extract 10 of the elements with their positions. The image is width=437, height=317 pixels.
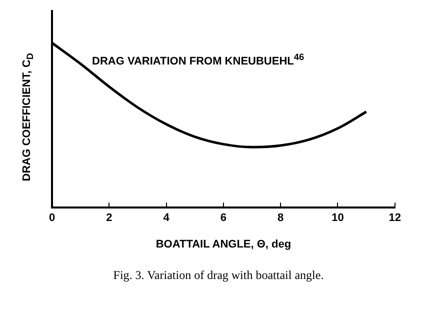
x-axis-title: BOATTAIL ANGLE, Θ, deg — [156, 238, 292, 250]
caption: Fig. 3. Variation of drag with boattail angle. — [112, 268, 325, 283]
x-tick-label: 0 — [48, 212, 56, 224]
x-tick-label: 8 — [278, 212, 284, 224]
annotation: DRAG VARIATION FROM KNEUBUEHL$^{46}$ — [92, 52, 304, 68]
x-tick-label: 10 — [332, 212, 344, 224]
x-tick-label: 4 — [163, 212, 170, 224]
x-tick-label: 6 — [220, 212, 227, 224]
x-tick-label: 2 — [106, 212, 112, 224]
x-tick-label: 12 — [388, 212, 402, 224]
